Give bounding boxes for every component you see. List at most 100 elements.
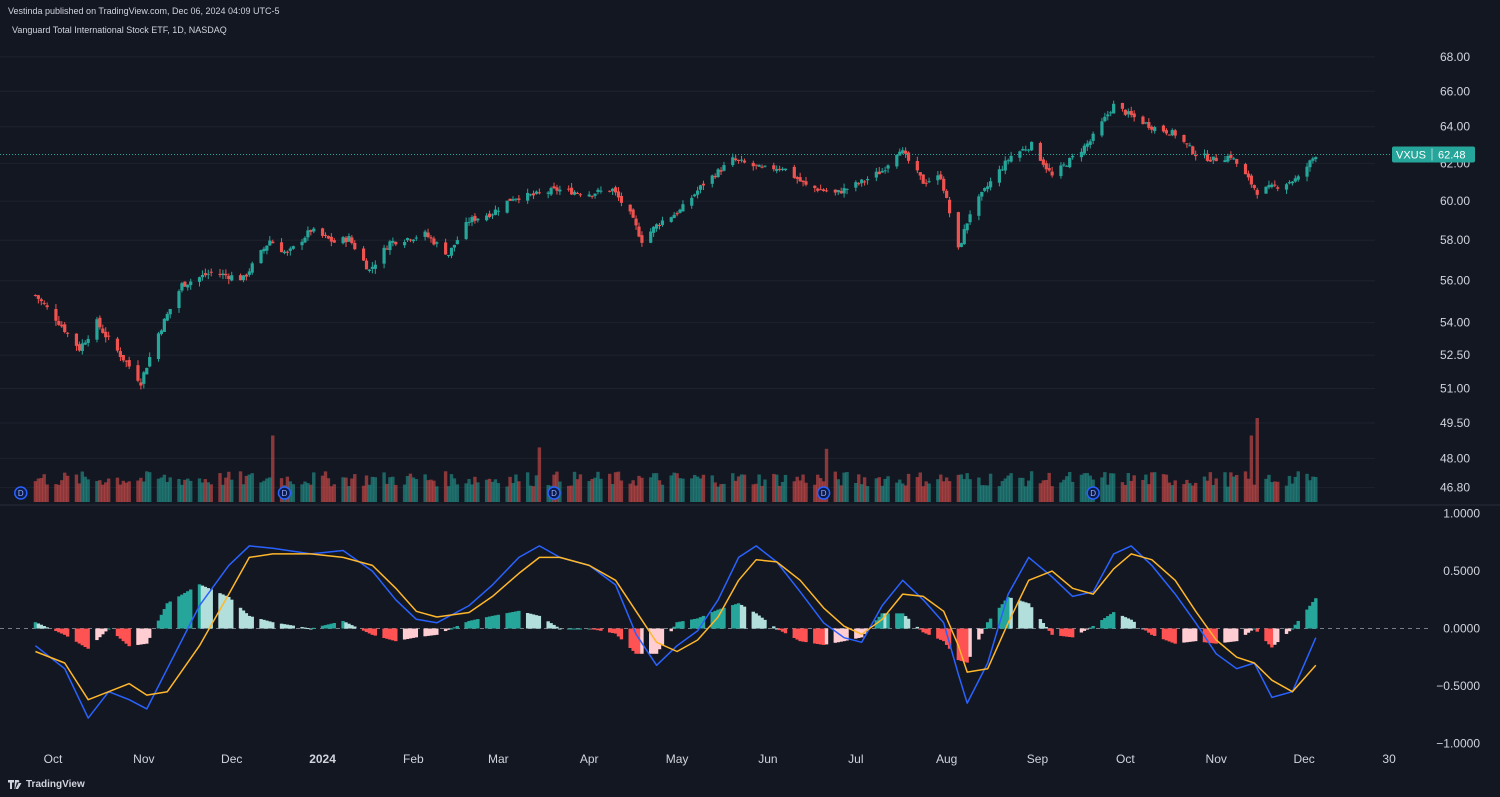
candle-body[interactable] bbox=[763, 165, 767, 167]
candle-body[interactable] bbox=[842, 188, 846, 194]
candle-body[interactable] bbox=[367, 269, 372, 271]
candle-body[interactable] bbox=[121, 354, 125, 361]
candle-body[interactable] bbox=[218, 273, 222, 275]
candle-body[interactable] bbox=[778, 168, 782, 170]
candle-body[interactable] bbox=[813, 185, 817, 189]
candle-body[interactable] bbox=[303, 237, 307, 243]
candle-body[interactable] bbox=[1150, 126, 1154, 130]
candle-body[interactable] bbox=[162, 318, 166, 333]
candle-body[interactable] bbox=[405, 238, 410, 241]
candle-body[interactable] bbox=[63, 324, 67, 333]
candle-body[interactable] bbox=[854, 182, 858, 188]
candle-body[interactable] bbox=[341, 237, 345, 244]
candle-body[interactable] bbox=[361, 248, 366, 261]
candle-body[interactable] bbox=[1202, 153, 1207, 156]
candle-body[interactable] bbox=[426, 232, 430, 238]
dividend-marker[interactable] bbox=[816, 486, 831, 500]
candle-body[interactable] bbox=[1030, 141, 1034, 151]
candle-body[interactable] bbox=[1214, 157, 1218, 162]
candle-body[interactable] bbox=[476, 218, 480, 221]
candle-body[interactable] bbox=[531, 193, 536, 196]
candle-body[interactable] bbox=[124, 360, 128, 362]
candle-body[interactable] bbox=[1287, 182, 1292, 184]
candle-body[interactable] bbox=[1293, 178, 1297, 182]
candle-body[interactable] bbox=[373, 264, 377, 269]
candle-body[interactable] bbox=[1059, 165, 1063, 177]
candle-body[interactable] bbox=[247, 271, 251, 275]
candle-body[interactable] bbox=[511, 199, 515, 201]
candle-body[interactable] bbox=[719, 170, 723, 172]
candle-body[interactable] bbox=[956, 212, 960, 248]
candle-body[interactable] bbox=[613, 187, 618, 193]
candle-body[interactable] bbox=[394, 241, 398, 245]
candle-series[interactable] bbox=[33, 100, 1318, 390]
candle-body[interactable] bbox=[962, 229, 966, 245]
candle-body[interactable] bbox=[792, 166, 796, 178]
candle-body[interactable] bbox=[414, 237, 418, 239]
candle-body[interactable] bbox=[1141, 116, 1145, 125]
candle-body[interactable] bbox=[262, 248, 266, 252]
candle-body[interactable] bbox=[452, 244, 457, 248]
candle-body[interactable] bbox=[470, 217, 474, 223]
candle-body[interactable] bbox=[1003, 160, 1007, 171]
candle-body[interactable] bbox=[1050, 171, 1054, 176]
candle-body[interactable] bbox=[1211, 156, 1215, 161]
candle-body[interactable] bbox=[423, 231, 427, 237]
candle-body[interactable] bbox=[945, 190, 949, 198]
candle-body[interactable] bbox=[320, 228, 325, 236]
candle-body[interactable] bbox=[1103, 116, 1107, 122]
candle-body[interactable] bbox=[57, 321, 61, 325]
candle-body[interactable] bbox=[675, 213, 679, 215]
candle-body[interactable] bbox=[570, 187, 574, 195]
candle-body[interactable] bbox=[221, 273, 225, 276]
candle-body[interactable] bbox=[227, 275, 231, 280]
candle-body[interactable] bbox=[701, 183, 706, 186]
candle-body[interactable] bbox=[391, 240, 395, 243]
candle-body[interactable] bbox=[326, 235, 331, 239]
candle-body[interactable] bbox=[54, 309, 58, 321]
candle-body[interactable] bbox=[631, 209, 635, 218]
candle-body[interactable] bbox=[145, 367, 149, 375]
candle-body[interactable] bbox=[1235, 159, 1239, 164]
candle-body[interactable] bbox=[115, 338, 120, 351]
candle-body[interactable] bbox=[863, 181, 867, 183]
candle-body[interactable] bbox=[526, 192, 530, 201]
candle-body[interactable] bbox=[1205, 153, 1210, 161]
candle-body[interactable] bbox=[1091, 133, 1095, 141]
candle-body[interactable] bbox=[189, 281, 193, 286]
candle-body[interactable] bbox=[1246, 173, 1251, 178]
dividend-marker[interactable] bbox=[547, 486, 561, 500]
candle-body[interactable] bbox=[323, 234, 328, 236]
candle-body[interactable] bbox=[757, 164, 761, 167]
candle-body[interactable] bbox=[300, 241, 304, 246]
candle-body[interactable] bbox=[611, 188, 615, 192]
candle-body[interactable] bbox=[1232, 158, 1236, 160]
candle-body[interactable] bbox=[306, 230, 310, 238]
candle-body[interactable] bbox=[936, 175, 940, 181]
candle-body[interactable] bbox=[455, 240, 459, 245]
candle-body[interactable] bbox=[347, 236, 351, 242]
candle-body[interactable] bbox=[1047, 168, 1051, 171]
candle-body[interactable] bbox=[921, 174, 925, 184]
candle-body[interactable] bbox=[1038, 142, 1043, 161]
candle-body[interactable] bbox=[250, 263, 254, 273]
candle-body[interactable] bbox=[608, 190, 612, 192]
candle-body[interactable] bbox=[411, 239, 415, 242]
tradingview-brand[interactable]: TradingView bbox=[8, 779, 85, 790]
candle-body[interactable] bbox=[883, 170, 887, 172]
candle-body[interactable] bbox=[696, 190, 700, 195]
candle-body[interactable] bbox=[737, 159, 741, 161]
candle-body[interactable] bbox=[599, 190, 603, 192]
candle-body[interactable] bbox=[693, 194, 697, 197]
candle-body[interactable] bbox=[587, 194, 591, 197]
candle-body[interactable] bbox=[353, 242, 357, 250]
candle-body[interactable] bbox=[1226, 156, 1230, 162]
candle-body[interactable] bbox=[291, 246, 295, 249]
macd-pane[interactable] bbox=[0, 545, 1430, 719]
candle-body[interactable] bbox=[1194, 154, 1198, 157]
candle-body[interactable] bbox=[435, 242, 439, 244]
candle-body[interactable] bbox=[1000, 169, 1004, 171]
candle-body[interactable] bbox=[734, 158, 738, 161]
time-axis[interactable]: Oct Nov Dec 2024 Feb Mar Apr May Jun Jul Aug Sep Oct… bbox=[44, 752, 1396, 766]
